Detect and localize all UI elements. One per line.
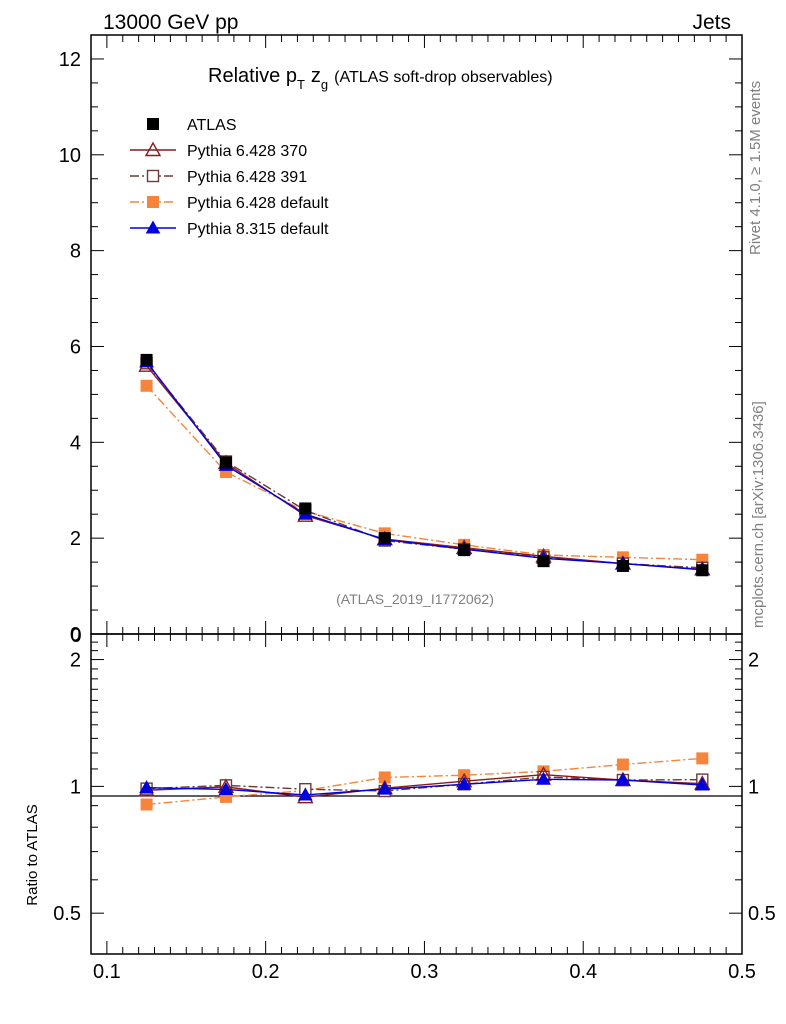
ratio-frame xyxy=(90,633,743,955)
ratio-point-pythia-6-428-default xyxy=(616,758,629,771)
point-atlas xyxy=(696,564,709,577)
series-line-pythia-6-428-default xyxy=(146,385,703,561)
ratio-ytick-label-right: 0.5 xyxy=(748,903,776,925)
energy-label: 13000 GeV pp xyxy=(103,11,238,34)
ratio-point-pythia-8-315-default xyxy=(615,772,631,786)
title-sub-g: g xyxy=(321,77,328,92)
ratio-point-pythia-8-315-default xyxy=(536,771,551,785)
title-main: Relative p xyxy=(208,65,297,87)
process-label: Jets xyxy=(692,11,731,34)
main-ytick-label: 0 xyxy=(70,624,81,646)
main-series xyxy=(138,353,711,577)
ratio-line-pythia-6-428-default xyxy=(146,757,703,806)
legend-label-pythia-6-428-391: Pythia 6.428 391 xyxy=(187,169,307,186)
point-atlas xyxy=(537,555,550,568)
legend-label-pythia-8-315-default: Pythia 8.315 default xyxy=(187,221,329,238)
x-axis-ticks: 0.1 0.2 0.3 0.4 0.5 0 xyxy=(70,35,756,983)
point-atlas xyxy=(299,502,312,515)
legend-marker-pythia-6-428-default xyxy=(147,196,159,208)
ratio-ytick-label-left: 1 xyxy=(70,776,81,798)
title-sub-T: T xyxy=(297,77,305,92)
ratio-point-pythia-6-428-default xyxy=(140,798,153,811)
plot-title: Relative pT zg (ATLAS soft-drop observable… xyxy=(208,65,553,92)
legend-marker-atlas xyxy=(147,118,159,130)
x-tick-label: 0.3 xyxy=(411,961,439,983)
point-atlas xyxy=(616,559,629,572)
ratio-line-pythia-8-315-default xyxy=(146,778,703,796)
ratio-ylabel: Ratio to ATLAS xyxy=(24,804,41,905)
point-atlas xyxy=(458,544,471,557)
ratio-ytick-label-right: 1 xyxy=(748,776,759,798)
main-ytick-zero-clipped: 0 xyxy=(70,625,81,647)
ratio-point-pythia-8-315-default xyxy=(456,776,472,790)
legend-label-pythia-6-428-default: Pythia 6.428 default xyxy=(187,195,329,212)
main-ytick-label: 2 xyxy=(70,528,81,550)
ratio-point-pythia-8-315-default xyxy=(218,781,234,795)
series-line-pythia-8-315-default xyxy=(146,361,703,571)
main-axis-ticks: 0 2 4 6 8 10 12 xyxy=(59,34,742,646)
legend-marker-pythia-6-428-391 xyxy=(146,169,160,183)
ratio-point-pythia-8-315-default xyxy=(139,780,154,794)
point-pythia-6-428-default xyxy=(140,379,153,392)
legend-marker-pythia-8-315-default xyxy=(145,220,161,234)
main-ytick-label: 4 xyxy=(70,432,81,454)
ratio-point-pythia-8-315-default xyxy=(694,777,710,791)
main-ytick-label: 12 xyxy=(59,49,81,71)
ratio-axis-ticks: 0.5 0.5 1 1 2 2 xyxy=(53,633,776,925)
main-ytick-label: 8 xyxy=(70,241,81,263)
ratio-ytick-label-left: 0.5 xyxy=(53,903,81,925)
title-z: z xyxy=(311,65,321,87)
x-tick-label: 0.1 xyxy=(93,961,121,983)
point-atlas xyxy=(378,532,391,545)
x-tick-label: 0.2 xyxy=(252,961,280,983)
ratio-ytick-label-right: 2 xyxy=(748,650,759,672)
x-tick-label: 0.5 xyxy=(728,961,756,983)
legend-label-pythia-6-428-370: Pythia 6.428 370 xyxy=(187,143,307,160)
ratio-line-pythia-6-428-370 xyxy=(146,774,703,798)
title-rest: (ATLAS soft-drop observables) xyxy=(334,69,552,86)
rivet-label: Rivet 4.1.0, ≥ 1.5M events xyxy=(747,81,764,255)
x-tick-label: 0.4 xyxy=(569,961,597,983)
ratio-series xyxy=(138,752,711,811)
main-ytick-label: 10 xyxy=(59,145,81,167)
legend-label-atlas: ATLAS xyxy=(187,117,237,134)
mcplots-label: mcplots.cern.ch [arXiv:1306.3436] xyxy=(750,401,767,628)
legend-marker-pythia-6-428-370 xyxy=(144,141,162,157)
analysis-watermark: (ATLAS_2019_I1772062) xyxy=(336,591,494,607)
legend: ATLAS Pythia 6.428 370 Pythia 6.428 391 Pyt… xyxy=(130,117,329,238)
point-atlas xyxy=(219,456,232,469)
main-ytick-label: 6 xyxy=(70,336,81,358)
ratio-point-pythia-8-315-default xyxy=(377,781,393,795)
ratio-point-pythia-6-428-default xyxy=(696,752,709,765)
point-atlas xyxy=(140,353,153,366)
ratio-point-pythia-8-315-default xyxy=(297,787,313,801)
ratio-ytick-label-left: 2 xyxy=(70,650,81,672)
